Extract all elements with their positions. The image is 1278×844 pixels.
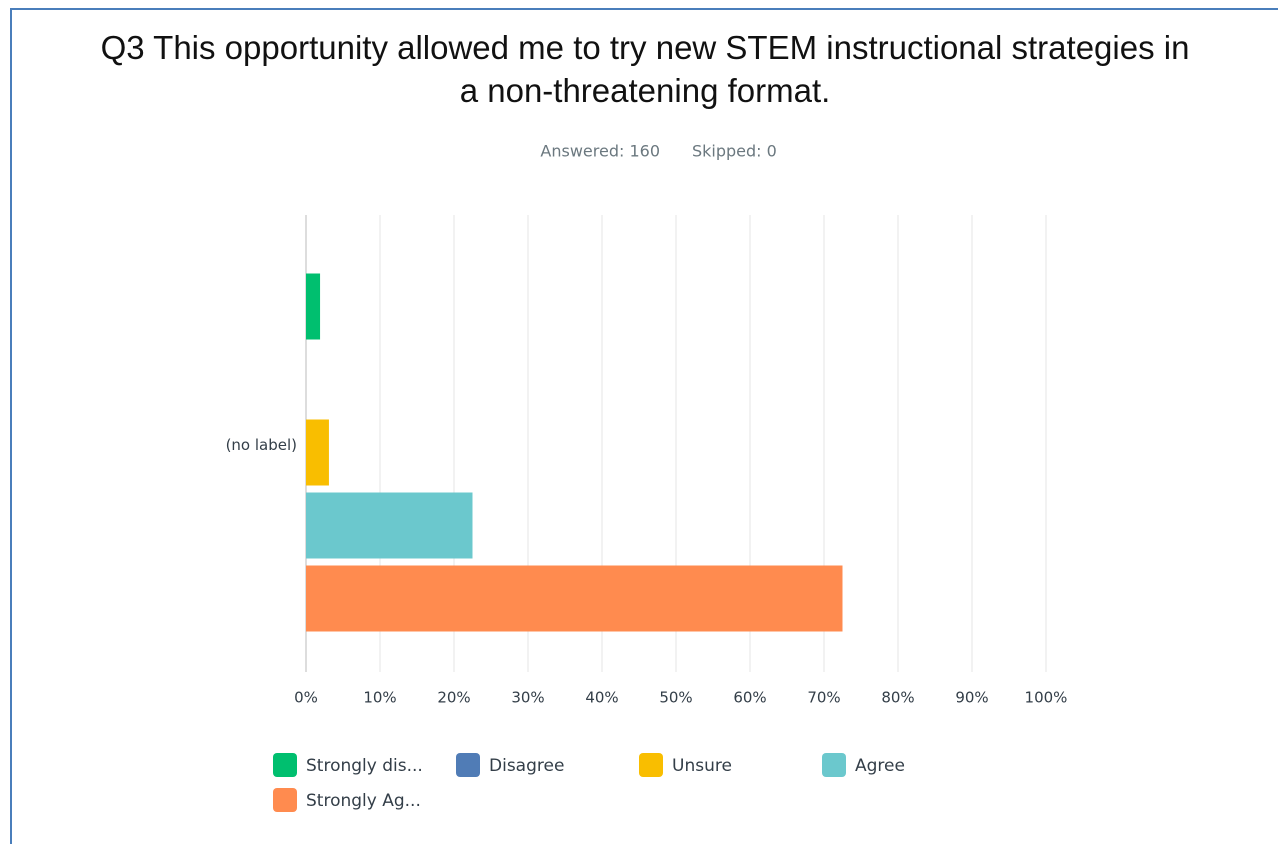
- legend-label: Agree: [855, 756, 905, 776]
- x-tick-label: 100%: [1025, 689, 1068, 707]
- legend-swatch: [273, 788, 297, 812]
- bar: [306, 565, 843, 632]
- x-tick-label: 90%: [955, 689, 988, 707]
- frame: [10, 8, 1278, 844]
- legend-label: Strongly dis...: [306, 756, 423, 776]
- bar: [306, 492, 473, 559]
- legend-swatch: [456, 753, 480, 777]
- x-tick-label: 70%: [807, 689, 840, 707]
- x-tick-label: 30%: [511, 689, 544, 707]
- x-tick-label: 0%: [294, 689, 318, 707]
- x-tick-label: 80%: [881, 689, 914, 707]
- x-tick-label: 20%: [437, 689, 470, 707]
- skipped: Skipped: 0: [692, 142, 777, 161]
- x-tick-label: 50%: [659, 689, 692, 707]
- answered: Answered: 160: [540, 142, 660, 161]
- y-tick-label: (no label): [226, 436, 297, 454]
- bar: [306, 273, 321, 340]
- legend-swatch: [273, 753, 297, 777]
- legend-label: Unsure: [672, 756, 732, 776]
- x-tick-label: 40%: [585, 689, 618, 707]
- x-tick-label: 60%: [733, 689, 766, 707]
- legend-label: Strongly Ag...: [306, 791, 421, 811]
- x-tick-label: 10%: [363, 689, 396, 707]
- legend-label: Disagree: [489, 756, 564, 776]
- legend-swatch: [639, 753, 663, 777]
- chart-title: Q3 This opportunity allowed me to try ne…: [101, 29, 1190, 109]
- bar: [306, 419, 329, 486]
- legend-swatch: [822, 753, 846, 777]
